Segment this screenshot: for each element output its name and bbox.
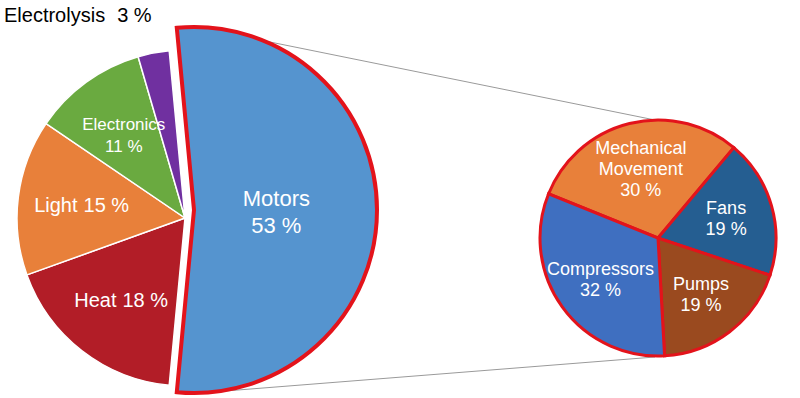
- svg-text:Fans19 %: Fans19 %: [706, 198, 747, 239]
- svg-text:Electronics11 %: Electronics11 %: [82, 115, 165, 156]
- svg-text:Heat18 %: Heat18 %: [74, 289, 168, 311]
- svg-text:Light15 %: Light15 %: [34, 194, 129, 216]
- svg-text:Motors53 %: Motors53 %: [243, 186, 310, 238]
- svg-text:Compressors32 %: Compressors32 %: [547, 259, 654, 300]
- svg-text:Electrolysis3 %: Electrolysis3 %: [8, 4, 152, 26]
- svg-text:MechanicalMovement30 %: MechanicalMovement30 %: [595, 138, 686, 200]
- svg-text:Pumps19 %: Pumps19 %: [673, 274, 729, 315]
